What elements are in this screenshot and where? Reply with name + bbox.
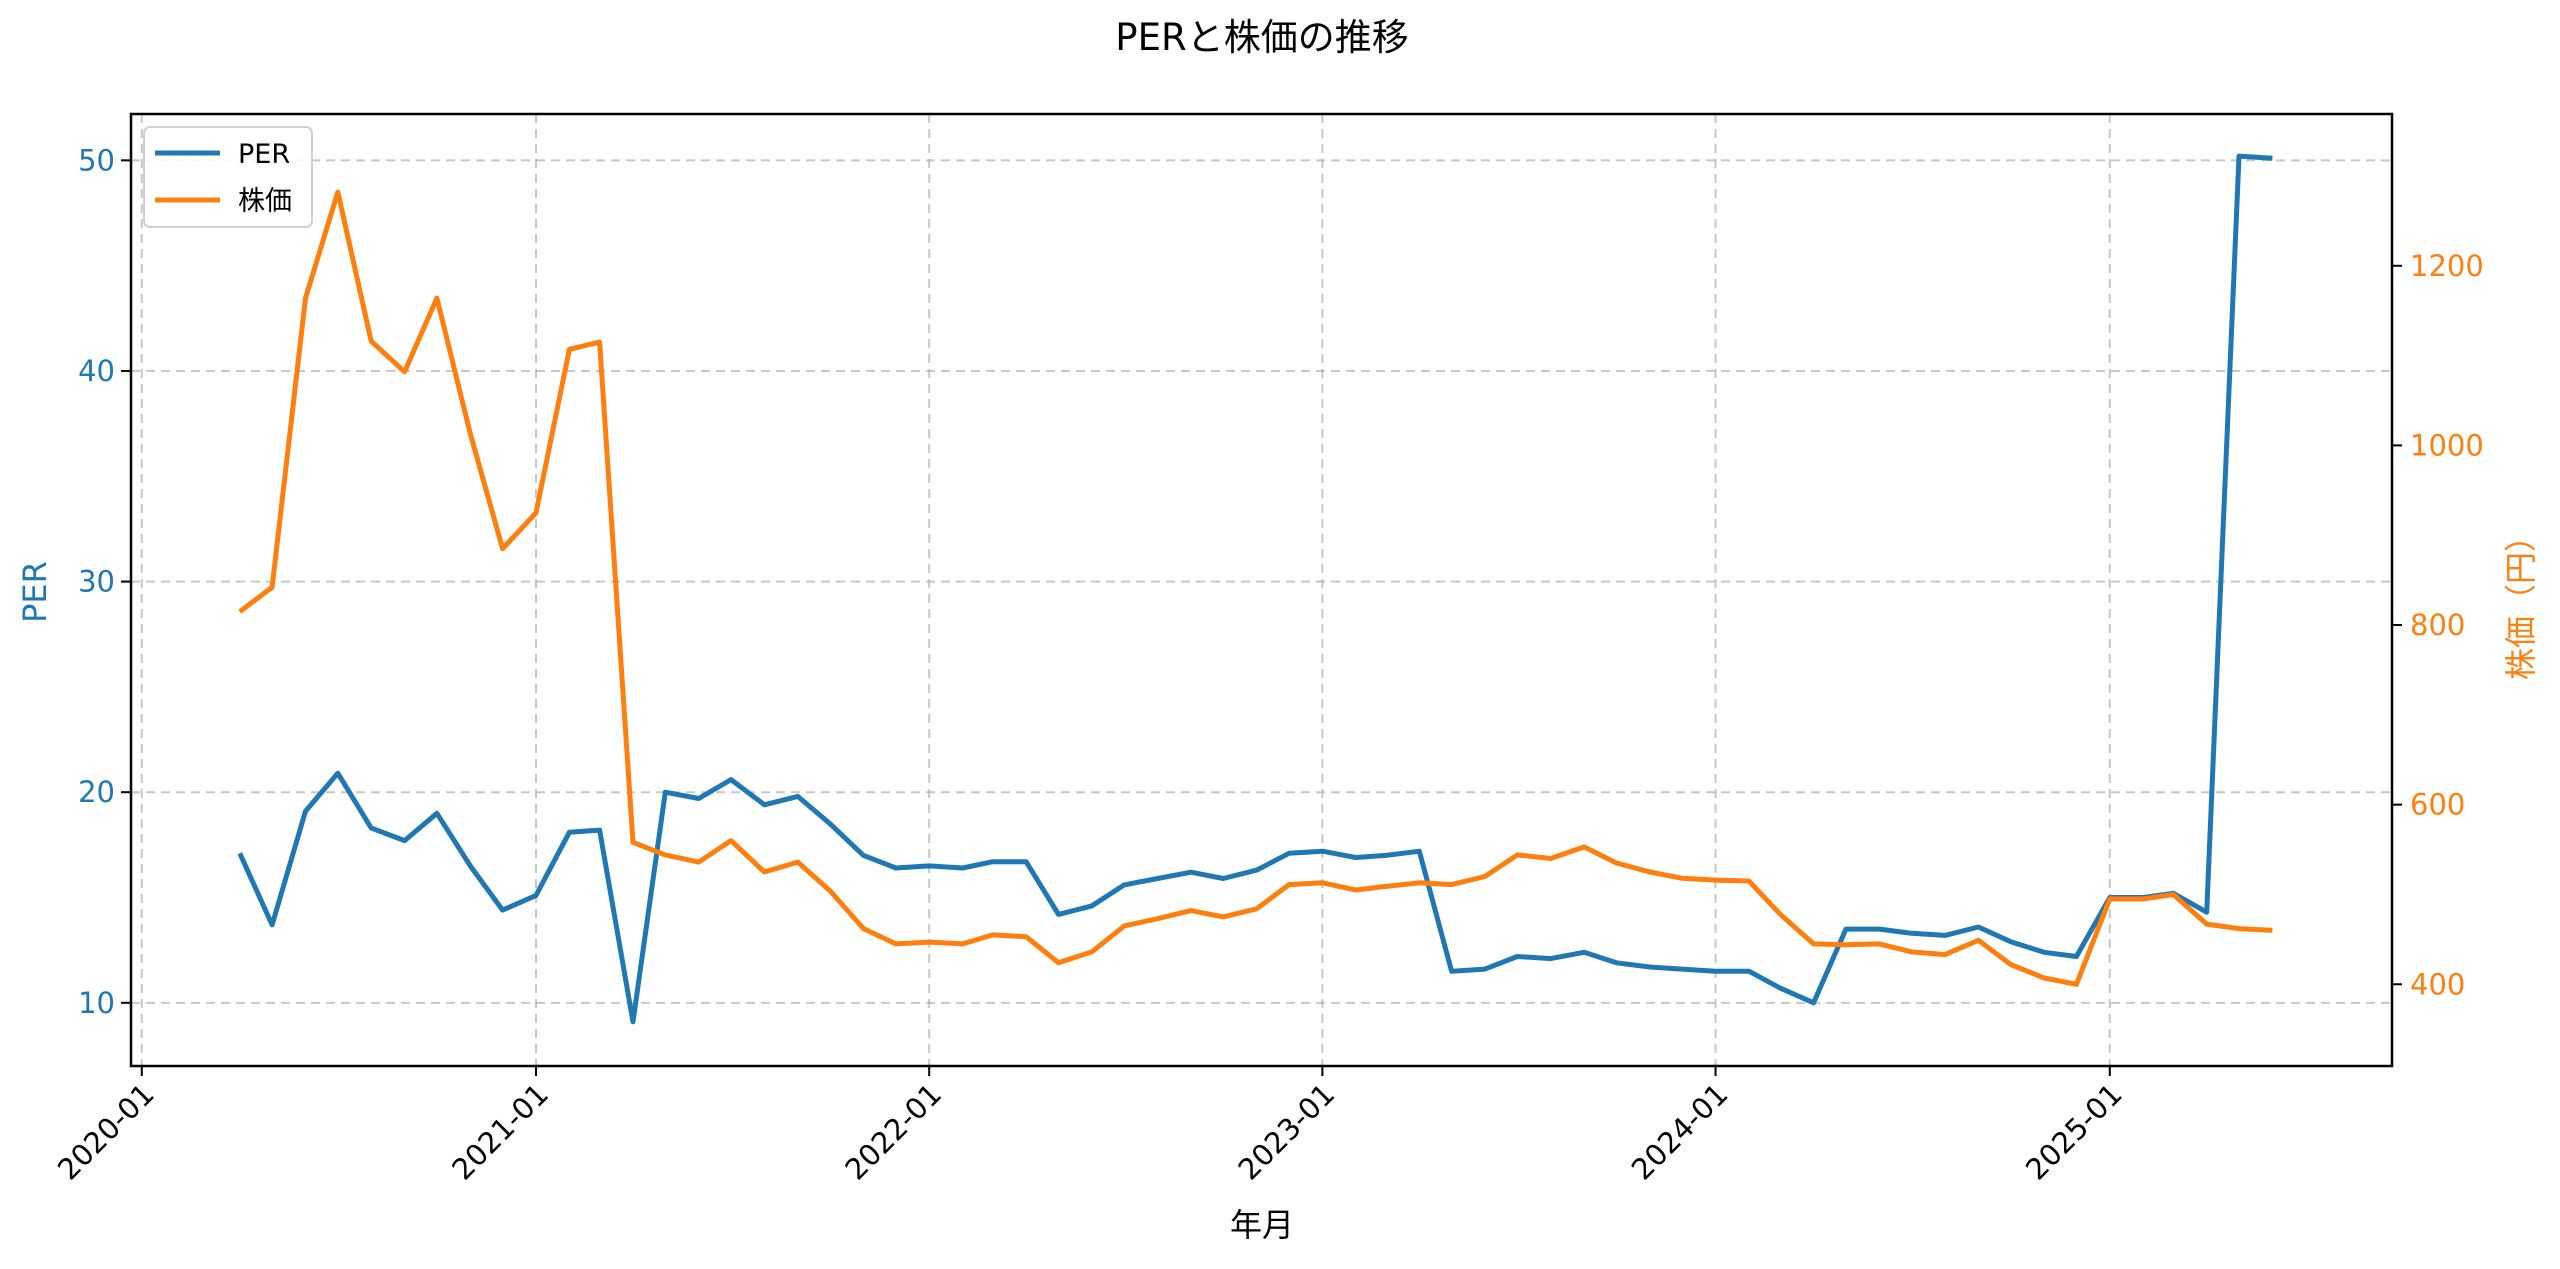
grid-lines xyxy=(131,114,2392,1066)
series-lines xyxy=(237,153,2273,1025)
left-y-axis-label: PER xyxy=(16,561,54,623)
legend-stock-label: 株価 xyxy=(238,186,292,217)
per-line xyxy=(237,153,2273,1025)
left-tick-label: 30 xyxy=(78,565,115,599)
x-tick-label: 2021-01 xyxy=(445,1077,555,1187)
legend-per-label: PER xyxy=(238,139,290,170)
legend: PER 株価 xyxy=(143,126,313,228)
right-tick-label: 400 xyxy=(2410,967,2465,1001)
x-tick-label: 2022-01 xyxy=(838,1077,948,1187)
left-y-axis-ticks: 10 20 30 40 50 xyxy=(78,143,131,1020)
left-tick-label: 10 xyxy=(78,986,115,1020)
x-axis-ticks: 2020-01 2021-01 2022-01 2023-01 2024-01 2025-… xyxy=(51,1066,2129,1187)
plot-area-frame xyxy=(129,112,2394,1068)
right-tick-label: 800 xyxy=(2410,608,2465,642)
left-tick-label: 50 xyxy=(78,143,115,177)
right-tick-label: 600 xyxy=(2410,788,2465,822)
left-tick-label: 40 xyxy=(78,354,115,388)
right-y-axis-label: 株価（円） xyxy=(2502,520,2540,680)
x-tick-label: 2025-01 xyxy=(2019,1077,2129,1187)
stock-price-line xyxy=(238,189,2273,987)
left-tick-label: 20 xyxy=(78,775,115,809)
x-axis-label: 年月 xyxy=(1230,1206,1294,1244)
x-tick-label: 2024-01 xyxy=(1625,1077,1735,1187)
right-y-axis-ticks: 400 600 800 1000 1200 xyxy=(2392,249,2484,1001)
right-tick-label: 1200 xyxy=(2410,249,2484,283)
chart-title: PERと株価の推移 xyxy=(1115,16,1408,59)
x-tick-label: 2023-01 xyxy=(1232,1077,1342,1187)
x-tick-label: 2020-01 xyxy=(51,1077,161,1187)
right-tick-label: 1000 xyxy=(2410,428,2484,462)
